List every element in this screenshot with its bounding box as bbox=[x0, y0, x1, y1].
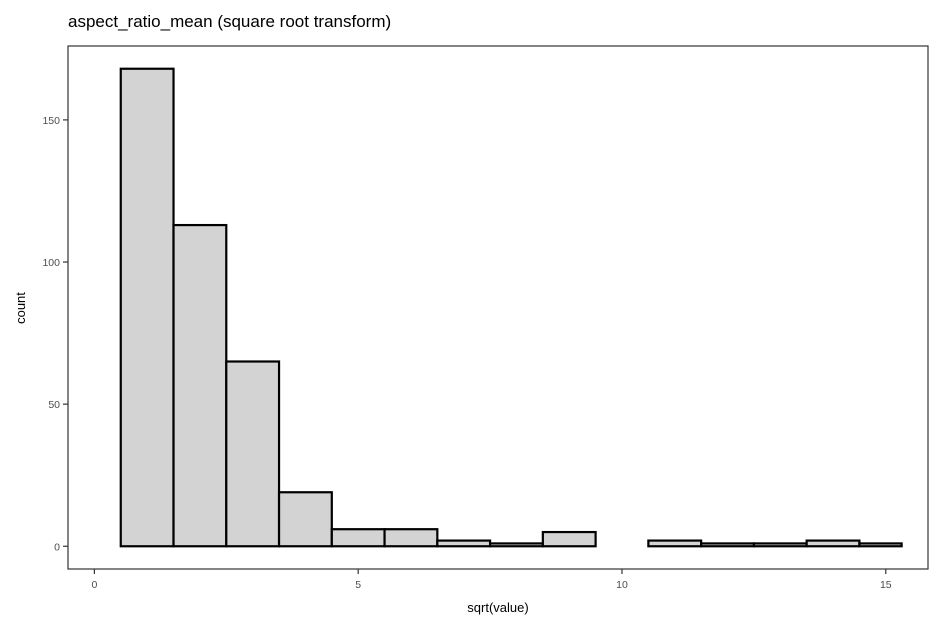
histogram-bar-8 bbox=[488, 542, 544, 548]
histogram-bar-11 bbox=[647, 539, 703, 548]
histogram-bar-9 bbox=[541, 530, 597, 548]
x-tick-label: 0 bbox=[91, 579, 97, 591]
histogram-bar-12 bbox=[700, 542, 755, 548]
histogram-bar-2 bbox=[172, 223, 228, 548]
y-axis-title: count bbox=[13, 292, 28, 324]
x-tick-label: 15 bbox=[880, 579, 892, 591]
histogram-bar-6 bbox=[383, 528, 439, 548]
histogram-bar-13 bbox=[752, 542, 808, 548]
chart-title: aspect_ratio_mean (square root transform… bbox=[68, 12, 391, 31]
histogram-bar-7 bbox=[436, 539, 492, 548]
plot-panel-border bbox=[67, 45, 929, 570]
histogram-bar-5 bbox=[330, 528, 386, 548]
histogram-bar-3 bbox=[225, 360, 281, 548]
y-tick-label: 100 bbox=[42, 257, 60, 269]
y-axis: 0 50 100 150 bbox=[42, 115, 68, 553]
histogram-bar-15 bbox=[858, 542, 903, 548]
histogram-bar-1 bbox=[119, 67, 175, 548]
x-axis-title: sqrt(value) bbox=[467, 600, 528, 615]
y-tick-label: 0 bbox=[54, 541, 60, 553]
x-axis: 0 5 10 15 bbox=[91, 569, 892, 591]
y-tick-label: 150 bbox=[42, 115, 60, 127]
histogram-bars bbox=[119, 67, 903, 548]
y-tick-label: 50 bbox=[48, 399, 60, 411]
x-tick-label: 10 bbox=[616, 579, 628, 591]
histogram-bar-14 bbox=[805, 539, 861, 548]
x-tick-label: 5 bbox=[355, 579, 361, 591]
histogram-bar-4 bbox=[277, 491, 333, 548]
